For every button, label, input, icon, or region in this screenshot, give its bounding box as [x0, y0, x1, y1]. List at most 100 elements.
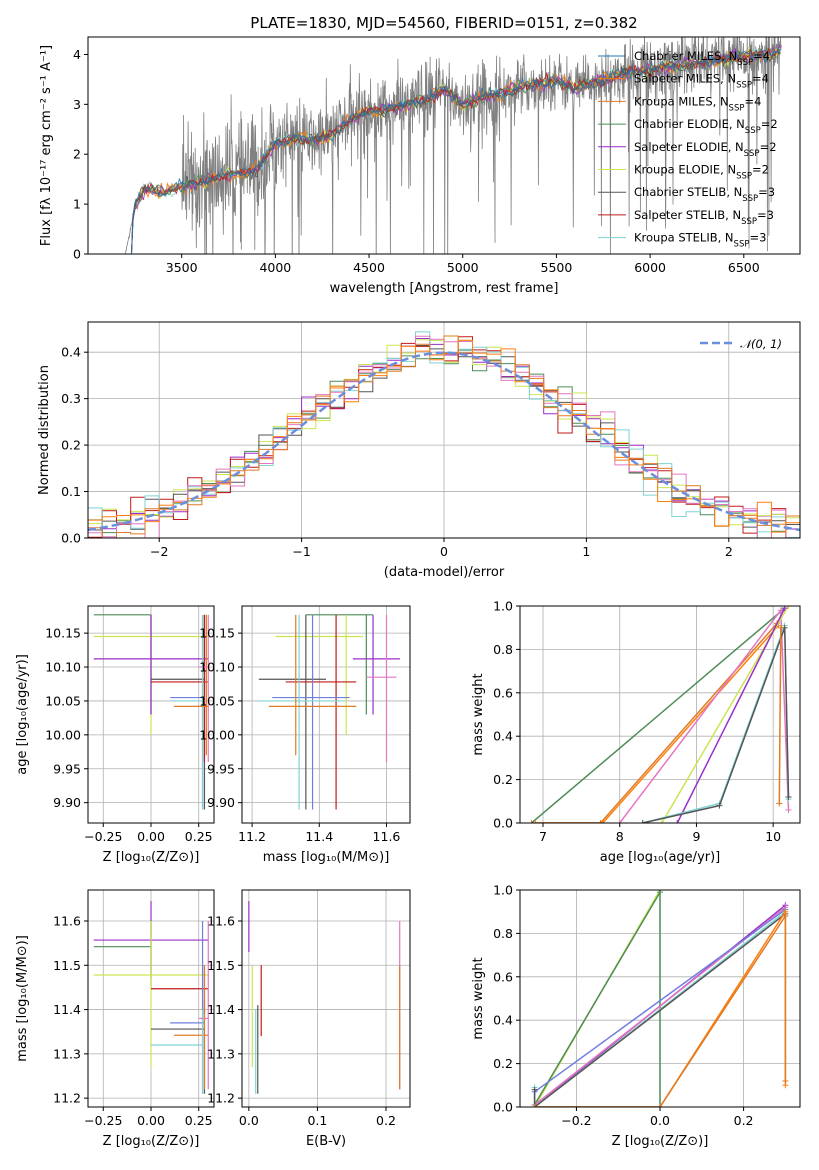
legend-eq: =4 [752, 72, 769, 86]
axes-frame [519, 605, 801, 824]
x-tick-label: −0.25 [84, 1113, 122, 1128]
axes-frame [241, 605, 411, 824]
legend-label: Salpeter ELODIE, N [634, 140, 744, 154]
x-axis-label: age [log₁₀(age/yr)] [600, 850, 721, 865]
y-axis-label: age [log₁₀(age/yr)] [15, 654, 30, 775]
legend-sub: SSP [736, 172, 752, 182]
y-tick-label: 9.95 [207, 761, 235, 776]
y-tick-label: 0.3 [61, 391, 81, 406]
y-axis-label: mass weight [471, 673, 486, 755]
y-tick-label: 1 [73, 197, 81, 212]
weight-marker [532, 820, 539, 823]
y-tick-label: 0 [73, 247, 81, 262]
y-tick-label: 11.6 [207, 914, 235, 929]
axes-mass_weight_vs_age: 7 8 9 10 0.0 0.2 0.4 0.6 0.8 1.0 age [log₁₀(age/yr… [471, 599, 801, 865]
y-tick-label: 10.10 [199, 660, 235, 675]
chart-title: PLATE=1830, MJD=54560, FIBERID=0151, z=0… [250, 14, 637, 32]
y-tick-label: 10.15 [45, 626, 81, 641]
y-tick-label: 9.95 [53, 761, 81, 776]
x-axis-label: Z [log₁₀(Z/Z⊙)] [612, 1134, 709, 1149]
legend-label: Chabrier MILES, N [634, 49, 737, 63]
x-tick-label: −0.2 [561, 1113, 591, 1128]
axes-mass_vs_ebv: 0.0 0.1 0.2 11.2 11.3 11.4 11.5 11.6 E(B-V) [207, 889, 411, 1149]
x-tick-label: 11.6 [373, 829, 401, 844]
weight-marker [528, 820, 535, 823]
axes-age_vs_mass: 11.2 11.4 11.6 9.90 9.95 10.00 10.05 10.10 10.15… [199, 605, 411, 865]
x-tick-label: 0.25 [185, 1113, 213, 1128]
weight-marker [657, 890, 663, 893]
y-tick-label: 11.2 [207, 1091, 235, 1106]
weight-line-chabrier_elodie [531, 607, 786, 823]
weight-line-kroupa_stelib [642, 625, 790, 823]
x-tick-label: 8 [616, 829, 624, 844]
legend-entry: Kroupa ELODIE, NSSP=2 [634, 163, 769, 182]
x-axis-label: Z [log₁₀(Z/Z⊙)] [103, 850, 200, 865]
weight-marker [657, 1104, 663, 1107]
legend-label: Kroupa MILES, N [634, 94, 729, 108]
weight-marker [777, 624, 784, 631]
y-tick-label: 0.4 [493, 1013, 513, 1028]
x-tick-label: 5500 [541, 260, 573, 275]
legend-eq: =3 [749, 231, 766, 245]
x-tick-label: 11.2 [238, 829, 266, 844]
y-tick-label: 4 [73, 47, 81, 62]
weight-marker [658, 820, 665, 823]
plot-area-mass_weight_vs_age [528, 606, 792, 823]
x-tick-label: 0.2 [734, 1113, 754, 1128]
x-tick-label: 10 [765, 829, 781, 844]
weight-line-extra_blue [534, 908, 786, 1093]
x-axis-label: E(B-V) [306, 1134, 346, 1149]
legend-entry: 𝒩(0, 1) [740, 337, 782, 351]
x-tick-label: 4500 [353, 260, 385, 275]
y-tick-label: 0.0 [493, 816, 513, 831]
x-axis-label: mass [log₁₀(M/M⊙)] [263, 850, 390, 865]
x-tick-label: 3500 [166, 260, 198, 275]
plot-area-mass_weight_vs_Z [531, 890, 789, 1107]
weight-marker [599, 820, 606, 823]
weight-marker [639, 820, 646, 823]
y-tick-label: 11.5 [53, 958, 81, 973]
y-tick-label: 10.00 [199, 727, 235, 742]
plot-area-spectrum [125, 37, 782, 254]
legend-sub: SSP [734, 240, 750, 250]
legend-eq: =4 [744, 94, 761, 108]
legend-entry: Chabrier STELIB, NSSP=3 [634, 185, 775, 204]
weight-marker [531, 1086, 538, 1093]
weight-marker [531, 1104, 538, 1107]
x-tick-label: 0 [440, 544, 448, 559]
y-tick-label: 0.4 [61, 345, 81, 360]
legend-sub: SSP [744, 149, 760, 159]
x-axis-label: wavelength [Angstrom, rest frame] [330, 281, 559, 296]
legend-eq: =2 [760, 140, 777, 154]
legend-entry: Salpeter STELIB, NSSP=3 [634, 208, 774, 227]
legend-label: Chabrier STELIB, N [634, 185, 742, 199]
histogram-salpeter_miles [88, 339, 800, 533]
weight-line-chabrier_stelib [533, 913, 786, 1107]
axes-mass_weight_vs_Z: −0.2 0.0 0.2 0.0 0.2 0.4 0.6 0.8 1.0 Z [log₁₀(Z/Z… [471, 883, 801, 1149]
y-tick-label: 0.2 [493, 1056, 513, 1071]
legend-label: Kroupa ELODIE, N [634, 163, 736, 177]
weight-line-kroupa_miles [534, 913, 787, 1107]
y-tick-label: 11.2 [53, 1091, 81, 1106]
y-tick-label: 0.8 [493, 926, 513, 941]
plot-area-mass_vs_Z [93, 901, 209, 1094]
legend-sub: SSP [729, 103, 745, 113]
y-tick-label: 10.05 [199, 693, 235, 708]
legend-label: Salpeter MILES, N [634, 72, 736, 86]
x-tick-label: 0.0 [650, 1113, 670, 1128]
y-tick-label: 1.0 [493, 599, 513, 614]
x-tick-label: 2 [725, 544, 733, 559]
y-tick-label: 0.6 [493, 685, 513, 700]
y-tick-label: 10.15 [199, 626, 235, 641]
legend-label: Kroupa STELIB, N [634, 231, 734, 245]
y-tick-label: 3 [73, 97, 81, 112]
plot-area-residuals [88, 331, 800, 538]
observed-spectrum [125, 37, 782, 254]
y-tick-label: 0.0 [61, 531, 81, 546]
y-tick-label: 0.4 [493, 729, 513, 744]
legend-eq: =2 [761, 117, 778, 131]
x-tick-label: 6000 [634, 260, 666, 275]
weight-marker [785, 793, 792, 800]
weight-marker [674, 820, 681, 823]
